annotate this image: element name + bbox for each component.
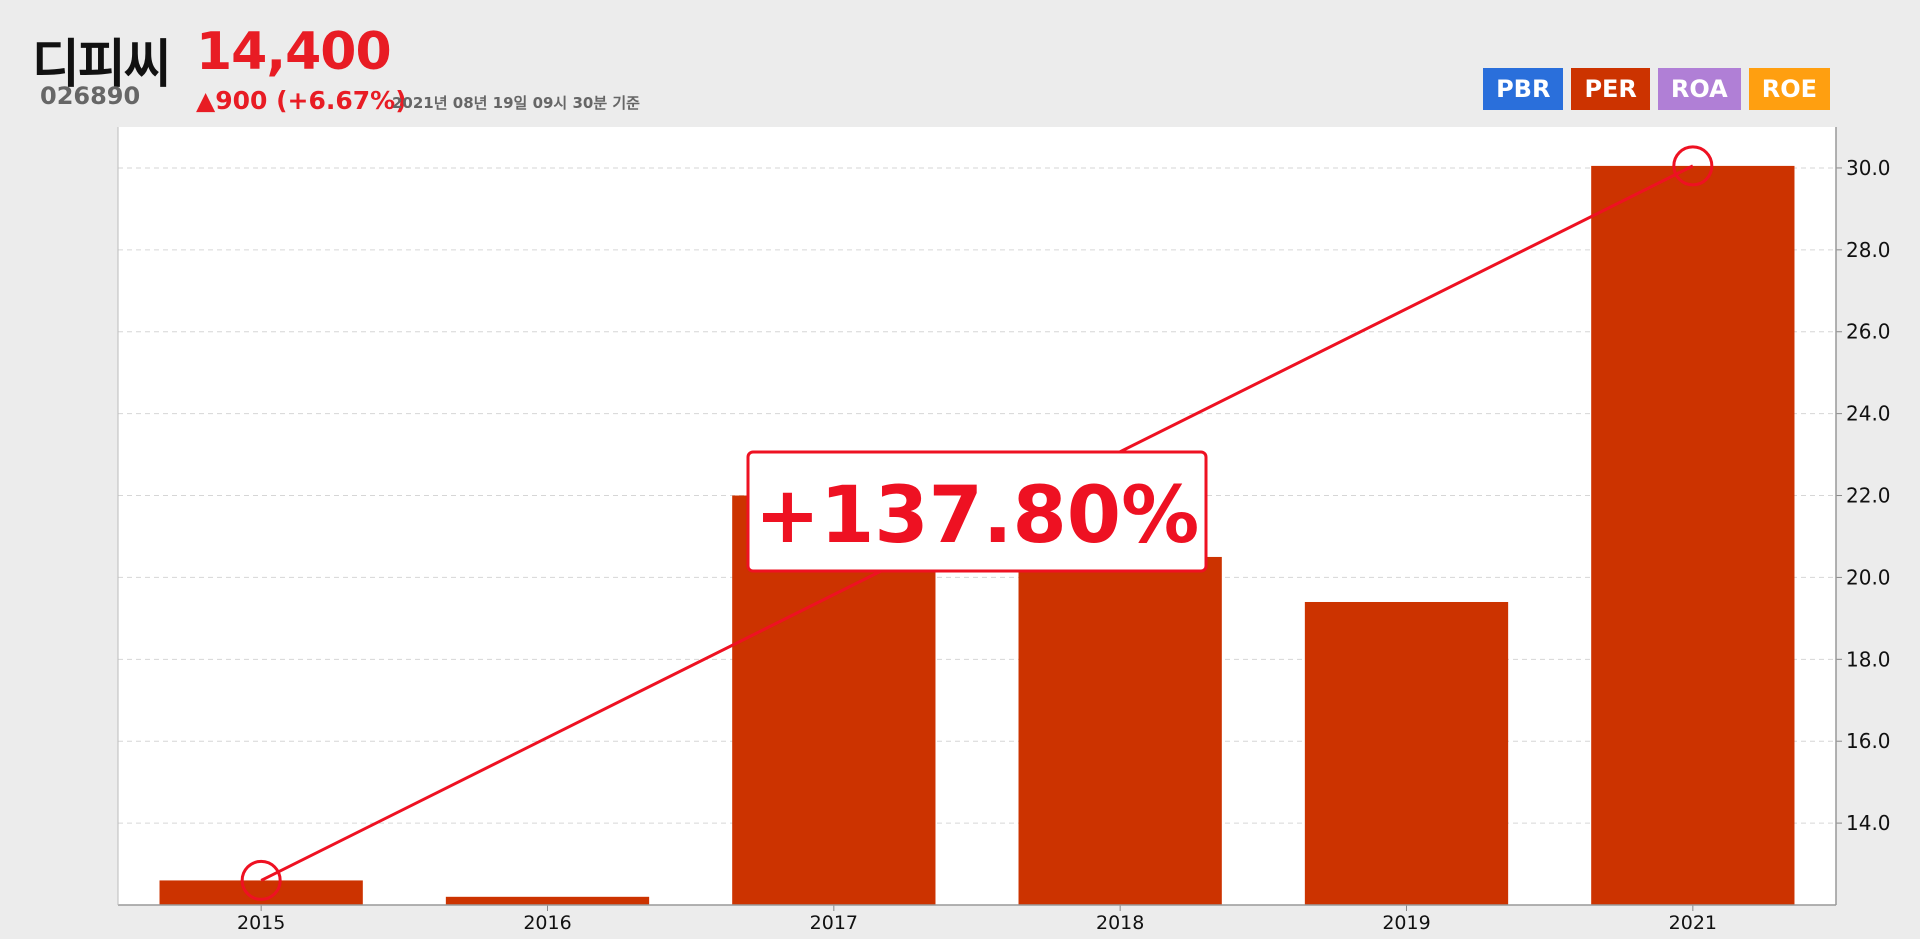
- x-tick-label: 2016: [523, 912, 571, 934]
- stock-code: 026890: [40, 82, 141, 110]
- tab-per[interactable]: PER: [1571, 68, 1650, 110]
- y-tick-label: 22.0: [1846, 484, 1891, 508]
- y-tick-label: 24.0: [1846, 402, 1891, 426]
- bar-2019: [1304, 601, 1509, 905]
- current-price: 14,400: [196, 22, 392, 82]
- change-annotation-text: +137.80%: [755, 471, 1200, 561]
- bar-2021: [1591, 165, 1795, 905]
- y-tick-label: 20.0: [1846, 565, 1891, 589]
- x-tick-label: 2021: [1669, 912, 1717, 934]
- price-change: ▲900 (+6.67%): [196, 86, 407, 115]
- tab-pbr[interactable]: PBR: [1483, 68, 1564, 110]
- y-tick-label: 14.0: [1846, 811, 1891, 835]
- tab-roe[interactable]: ROE: [1748, 68, 1830, 110]
- y-tick-label: 18.0: [1846, 647, 1891, 671]
- bar-2016: [445, 896, 650, 905]
- x-tick-label: 2015: [237, 912, 285, 934]
- change-annotation-box: [746, 450, 1208, 573]
- bar-2015: [159, 880, 363, 905]
- trend-start-marker: [240, 859, 282, 901]
- trend-end-marker: [1672, 145, 1714, 187]
- stock-header: 디피씨 026890 14,400 ▲900 (+6.67%) 2021년 08…: [0, 0, 1920, 125]
- timestamp-basis: 2021년 08년 19일 09시 30분 기준: [392, 94, 640, 112]
- x-tick-label: 2018: [1096, 912, 1144, 934]
- x-tick-label: 2017: [810, 912, 858, 934]
- company-name: 디피씨: [32, 35, 172, 95]
- y-tick-label: 28.0: [1846, 238, 1891, 262]
- x-tick-label: 2019: [1382, 912, 1430, 934]
- metric-tabs: PBR PER ROA ROE: [1483, 68, 1830, 110]
- y-tick-label: 30.0: [1846, 156, 1891, 180]
- y-tick-label: 16.0: [1846, 729, 1891, 753]
- tab-roa[interactable]: ROA: [1657, 68, 1741, 110]
- y-tick-label: 26.0: [1846, 320, 1891, 344]
- bar-2018: [1018, 556, 1222, 905]
